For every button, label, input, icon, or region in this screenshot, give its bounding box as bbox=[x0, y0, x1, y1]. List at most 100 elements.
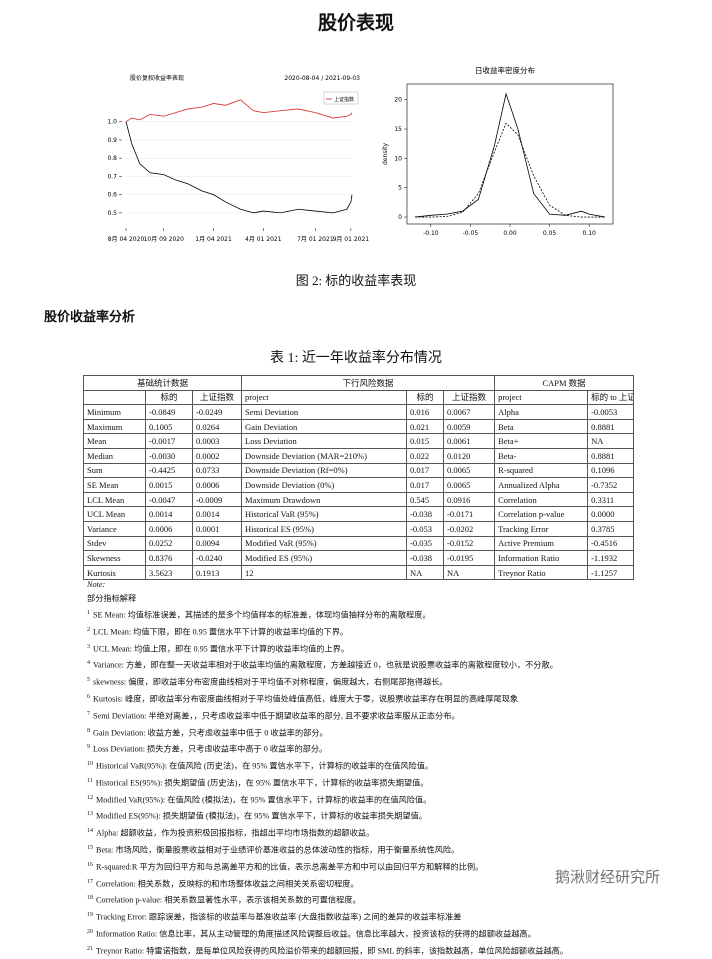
table-cell: Annualized Alpha bbox=[494, 477, 589, 493]
note-number: 5 bbox=[87, 677, 90, 684]
table-cell: Skewness bbox=[83, 550, 146, 566]
note-number: 1 bbox=[87, 610, 90, 617]
table-cell: -0.035 bbox=[406, 535, 445, 552]
table-cell: NA bbox=[443, 564, 496, 581]
y-tick-label: 15 bbox=[394, 126, 402, 133]
note-text: Tracking Error: 跟踪误差，指该标的收益率与基准收益率 (大盘指数… bbox=[96, 912, 462, 922]
note-item: 9 Loss Deviation: 损失方差，只考虑收益率中高于 0 收益率的部分… bbox=[87, 740, 687, 757]
table-cell: 0.0006 bbox=[191, 477, 243, 493]
note-number: 11 bbox=[87, 777, 93, 784]
y-tick-label: 1.0 bbox=[107, 119, 117, 126]
header-cell: project bbox=[494, 389, 589, 406]
table-cell: Stdev bbox=[83, 535, 146, 552]
table-cell: Beta+ bbox=[494, 433, 589, 449]
table-cell: -0.0202 bbox=[443, 520, 496, 537]
table-cell: -0.038 bbox=[406, 550, 445, 566]
table-row: Sum -0.4425 0.0733 Downside Deviation (Rf=0… bbox=[83, 462, 635, 479]
table-cell: 0.0015 bbox=[145, 477, 193, 493]
table-cell: Active Premium bbox=[494, 535, 589, 552]
note-number: 16 bbox=[87, 861, 93, 868]
x-tick-label: 0.05 bbox=[543, 230, 557, 237]
table-cell: Downside Deviation (MAR=210%) bbox=[241, 447, 408, 464]
note-item: 14 Alpha: 超额收益，作为投资积极回报指标，指超出平均市场指数的超额收益。 bbox=[87, 824, 687, 841]
table-cell: NA bbox=[406, 564, 445, 581]
table-cell: Variance bbox=[83, 520, 146, 537]
table-cell: 0.545 bbox=[406, 491, 445, 508]
x-tick-label: -0.05 bbox=[463, 230, 479, 237]
y-axis-label: density bbox=[382, 143, 389, 165]
page-title: 股价表现 bbox=[317, 12, 394, 34]
table-cell: Historical ES (95%) bbox=[241, 520, 408, 537]
note-item: 3 UCL Mean: 均值上限，即在 0.95 置信水平下计算的收益率均值的上界… bbox=[87, 640, 687, 657]
table-cell: -1.1932 bbox=[587, 550, 635, 566]
x-tick-label: 0.10 bbox=[582, 230, 596, 237]
note-item: 6 Kurtosis: 峰度，即收益率分布密度曲线相对于平均值处峰值高低，峰度大于… bbox=[87, 690, 687, 707]
table-cell: -0.0030 bbox=[145, 447, 193, 464]
table-row: Mean -0.0017 0.0003 Loss Deviation 0.015 0.00… bbox=[83, 433, 635, 449]
note-item: 10 Historical VaR(95%): 在值风险 (历史法)，在 95% … bbox=[87, 757, 687, 774]
note-number: 12 bbox=[87, 794, 93, 801]
table-row: Median -0.0030 0.0002 Downside Deviation (M… bbox=[83, 447, 635, 464]
x-tick-label: 10月 09 2020 bbox=[144, 236, 185, 243]
table-cell: -0.0249 bbox=[191, 404, 243, 420]
table-cell: 0.0067 bbox=[443, 404, 496, 420]
table-cell: -1.1257 bbox=[587, 564, 635, 581]
y-tick-label: 5 bbox=[398, 185, 402, 192]
table-cell: 0.0014 bbox=[145, 506, 193, 522]
note-item: 19 Tracking Error: 跟踪误差，指该标的收益率与基准收益率 (大盘… bbox=[87, 908, 687, 925]
note-number: 4 bbox=[87, 660, 90, 667]
table-cell: 0.0059 bbox=[443, 418, 496, 435]
table-cell: 0.0916 bbox=[443, 491, 496, 508]
table-cell: 0.0252 bbox=[145, 535, 193, 552]
table-cell: -0.7352 bbox=[587, 477, 635, 493]
table-cell: 0.016 bbox=[406, 404, 445, 420]
note-number: 9 bbox=[87, 744, 90, 751]
note-item: 13 Modified ES(95%): 损失期望值 (模拟法)，在 95% 置信… bbox=[87, 807, 687, 824]
table-cell: 0.0001 bbox=[191, 520, 243, 537]
y-tick-label: 0.9 bbox=[107, 137, 117, 144]
table-cell: 0.1096 bbox=[587, 462, 635, 479]
x-tick-label: 1月 04 2021 bbox=[195, 236, 232, 243]
table-cell: Modified VaR (95%) bbox=[241, 535, 408, 552]
header-cell: 上证指数 bbox=[191, 389, 243, 406]
note-text: UCL Mean: 均值上限，即在 0.95 置信水平下计算的收益率均值的上界。 bbox=[93, 644, 350, 654]
table-cell: -0.0017 bbox=[145, 433, 193, 449]
note-text: Historical VaR(95%): 在值风险 (历史法)，在 95% 置信… bbox=[96, 761, 434, 771]
table-cell: Information Ratio bbox=[494, 550, 589, 566]
table-cell: 0.1005 bbox=[145, 418, 193, 435]
header-cell: project bbox=[241, 389, 408, 406]
note-number: 3 bbox=[87, 643, 90, 650]
group-header: CAPM 数据 bbox=[494, 375, 635, 391]
table-cell: 0.0003 bbox=[191, 433, 243, 449]
table-cell: Maximum Drawdown bbox=[241, 491, 408, 508]
note-number: 8 bbox=[87, 727, 90, 734]
table-cell: 0.0014 bbox=[191, 506, 243, 522]
table-cell: 0.0120 bbox=[443, 447, 496, 464]
note-item: 21 Treynor Ratio: 特雷诺指数，是每单位风险获得的风险溢价带来的超… bbox=[87, 942, 687, 959]
table-group-row: 基础统计数据 下行风险数据 CAPM 数据 bbox=[82, 375, 635, 391]
note-text: Correlation p-value: 相关系数显著性水平，表示该相关系数的可… bbox=[96, 896, 361, 906]
notes: Note: 部分指标解释 1 SE Mean: 均值标准误差，其描述的是多个均值样… bbox=[87, 578, 687, 959]
note-text: Historical ES(95%): 损失期望值 (历史法)，在 95% 置信… bbox=[95, 778, 429, 788]
x-tick-label: 0.00 bbox=[503, 230, 517, 237]
series-line bbox=[125, 121, 353, 214]
x-tick-label: 7月 01 2021 bbox=[297, 236, 334, 243]
table-cell: 0.0065 bbox=[443, 477, 496, 493]
table-cell: Downside Deviation (Rf=0%) bbox=[241, 462, 408, 479]
note-text: LCL Mean: 均值下限，即在 0.95 置信水平下计算的收益率均值的下界。 bbox=[93, 627, 349, 637]
note-number: 17 bbox=[87, 878, 93, 885]
note-item: 18 Correlation p-value: 相关系数显著性水平，表示该相关系数… bbox=[87, 891, 687, 908]
note-text: Loss Deviation: 损失方差，只考虑收益率中高于 0 收益率的部分。 bbox=[93, 745, 328, 755]
note-text: Information Ratio: 信息比率，其从主动管理的角度描述风险调整后… bbox=[96, 929, 536, 939]
note-item: 17 Correlation: 相关系数，反映标的和市场整体收益之间相关关系密切程… bbox=[87, 875, 687, 892]
note-item: 15 Beta: 市场风险，衡量股票收益相对于业绩评价基准收益的总体波动性的指标，… bbox=[87, 841, 687, 858]
table-cell: Beta- bbox=[494, 447, 589, 464]
table-cell: -0.0152 bbox=[443, 535, 496, 552]
table-cell: Minimum bbox=[83, 404, 146, 420]
table-cell: Semi Deviation bbox=[241, 404, 408, 420]
table-cell: 0.8376 bbox=[145, 550, 193, 566]
table-cell: 0.0002 bbox=[191, 447, 243, 464]
note-number: 6 bbox=[87, 694, 90, 700]
table-cell: 0.1913 bbox=[191, 564, 243, 581]
table-cell: -0.0849 bbox=[145, 404, 193, 420]
